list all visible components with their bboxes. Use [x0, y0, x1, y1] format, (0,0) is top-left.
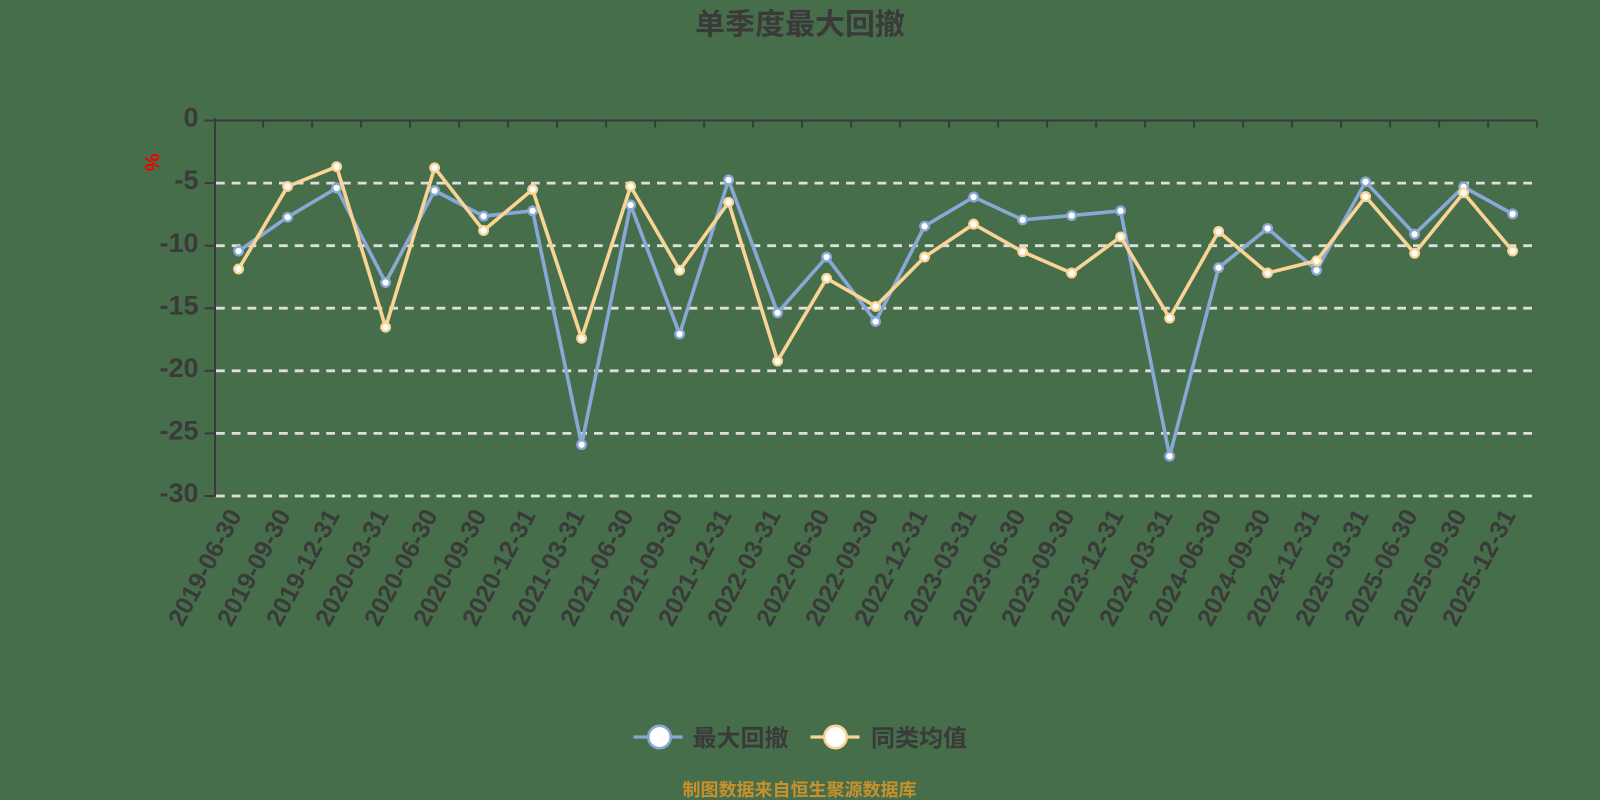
svg-text:-10: -10: [159, 228, 198, 258]
svg-text:0: 0: [183, 103, 198, 133]
svg-text:%: %: [140, 154, 162, 172]
svg-text:-5: -5: [174, 165, 198, 195]
svg-text:-15: -15: [159, 290, 198, 320]
svg-text:-25: -25: [159, 416, 198, 446]
svg-text:-30: -30: [159, 478, 198, 508]
svg-text:-20: -20: [159, 353, 198, 383]
